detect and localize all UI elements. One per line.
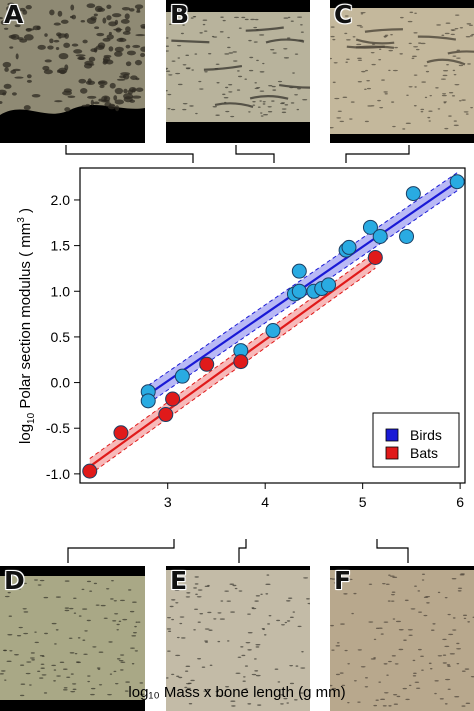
micrograph-c-image <box>330 0 474 143</box>
bats-data-point <box>113 425 129 441</box>
connector-a <box>65 145 194 163</box>
micrograph-e-image <box>166 566 310 711</box>
birds-data-point <box>362 219 378 235</box>
y-tick-label: 1.5 <box>51 238 71 254</box>
birds-data-point <box>449 174 465 190</box>
panel-label-a: A <box>4 0 24 29</box>
bats-confidence-edge <box>89 251 376 459</box>
x-tick-label: 3 <box>164 494 172 510</box>
y-tick-label: -1.0 <box>46 466 70 482</box>
micrograph-a-image <box>0 0 145 143</box>
x-tick-label: 6 <box>456 494 464 510</box>
legend: Birds Bats <box>372 412 460 468</box>
panel-label-c: C <box>334 0 353 29</box>
bats-data-point <box>367 249 383 265</box>
birds-data-point <box>341 239 357 255</box>
connector-e <box>238 539 247 563</box>
birds-data-point <box>399 228 415 244</box>
micrograph-panel-a: A <box>0 0 145 143</box>
birds-data-point <box>140 393 156 409</box>
micrograph-panel-d: D <box>0 566 145 711</box>
bats-data-point <box>165 391 181 407</box>
bats-fit-line <box>89 259 376 468</box>
x-tick-label: 4 <box>261 494 269 510</box>
birds-data-point <box>291 263 307 279</box>
micrograph-panel-b: B <box>166 0 310 143</box>
y-tick-label: 1.0 <box>51 283 71 299</box>
bats-data-point <box>82 463 98 479</box>
y-tick-label: -0.5 <box>46 420 70 436</box>
micrograph-f-image <box>330 566 474 711</box>
legend-swatch-birds <box>385 428 399 442</box>
legend-label-bats: Bats <box>410 445 438 461</box>
y-axis: -1.0 -0.5 0.0 0.5 1.0 1.5 2.0 <box>46 192 80 482</box>
bats-data-point <box>199 356 215 372</box>
panel-connectors <box>65 145 410 563</box>
birds-data-point <box>174 368 190 384</box>
bats-confidence-edge <box>89 267 376 475</box>
legend-swatch-bats <box>385 446 399 460</box>
y-tick-label: 0.0 <box>51 375 71 391</box>
connector-b <box>235 145 275 163</box>
y-tick-label: 0.5 <box>51 329 71 345</box>
micrograph-panel-f: F <box>330 566 474 711</box>
micrograph-d-image <box>0 566 145 711</box>
panel-label-f: F <box>334 566 352 595</box>
birds-data-point <box>372 228 388 244</box>
connector-c <box>345 145 410 163</box>
micrograph-panel-c: C <box>330 0 474 143</box>
micrograph-b-image <box>166 0 310 143</box>
bats-data-point <box>233 354 249 370</box>
legend-label-birds: Birds <box>410 427 442 443</box>
connector-f <box>376 539 409 563</box>
birds-data-point <box>291 283 307 299</box>
y-axis-title: log10 Polar section modulus ( mm3 ) <box>16 208 37 444</box>
x-axis-title: log₁₀ Mass x bone length (g mm) <box>128 684 346 701</box>
x-tick-label: 5 <box>359 494 367 510</box>
connector-d <box>67 539 175 563</box>
x-axis: 3 4 5 6 <box>164 483 464 510</box>
birds-data-point <box>405 186 421 202</box>
micrograph-panel-e: E <box>166 566 310 711</box>
bats-data-point <box>158 407 174 423</box>
panel-label-e: E <box>170 566 188 595</box>
y-tick-label: 2.0 <box>51 192 71 208</box>
panel-label-b: B <box>170 0 190 29</box>
birds-data-point <box>321 277 337 293</box>
panel-label-d: D <box>4 566 25 595</box>
birds-data-point <box>265 323 281 339</box>
